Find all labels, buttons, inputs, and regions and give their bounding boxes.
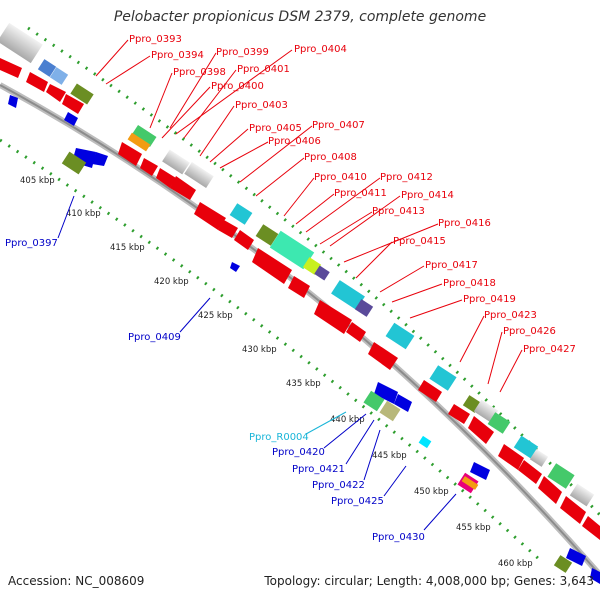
gene-label: Ppro_0414 bbox=[401, 190, 454, 201]
scale-label: 440 kbp bbox=[330, 415, 365, 425]
scale-label: 450 kbp bbox=[414, 487, 449, 497]
gene-label: Ppro_0407 bbox=[312, 120, 365, 131]
gene-label: Ppro_0401 bbox=[237, 64, 290, 75]
gene-label: Ppro_0421 bbox=[292, 464, 345, 475]
accession-text: Accession: NC_008609 bbox=[8, 574, 145, 588]
genome-backbone bbox=[0, 82, 600, 577]
gene-label: Ppro_0415 bbox=[393, 236, 446, 247]
gene-label: Ppro_0406 bbox=[268, 136, 321, 147]
reverse-feature-boxes[interactable] bbox=[61, 151, 573, 573]
genome-summary-text: Topology: circular; Length: 4,008,000 bp… bbox=[264, 574, 594, 588]
gene-label: Ppro_0420 bbox=[272, 447, 325, 458]
rna-label-leader bbox=[305, 411, 347, 435]
scale-label: 455 kbp bbox=[456, 523, 491, 533]
reverse-gene-track[interactable] bbox=[8, 95, 600, 584]
gene-label: Ppro_0417 bbox=[425, 260, 478, 271]
scale-label: 435 kbp bbox=[286, 379, 321, 389]
scale-label: 410 kbp bbox=[66, 209, 101, 219]
gene-label: Ppro_0425 bbox=[331, 496, 384, 507]
scale-labels: 405 kbp 410 kbp 415 kbp 420 kbp 425 kbp … bbox=[20, 176, 533, 569]
gene-label: Ppro_0410 bbox=[314, 172, 367, 183]
gene-label: Ppro_0400 bbox=[211, 81, 264, 92]
forward-gene-track[interactable] bbox=[0, 58, 600, 540]
gene-label: Ppro_0418 bbox=[443, 278, 496, 289]
gene-label: Ppro_0397 bbox=[5, 238, 58, 249]
reverse-gene-labels[interactable]: Ppro_0397 Ppro_0409 Ppro_0420 Ppro_0421 … bbox=[5, 238, 425, 543]
gene-label: Ppro_0399 bbox=[216, 47, 269, 58]
outer-feature-track[interactable] bbox=[0, 22, 595, 507]
gene-label: Ppro_0398 bbox=[173, 67, 226, 78]
gene-label: Ppro_0413 bbox=[372, 206, 425, 217]
gene-label: Ppro_0405 bbox=[249, 123, 302, 134]
map-title: Pelobacter propionicus DSM 2379, complet… bbox=[113, 9, 487, 25]
gene-label: Ppro_0419 bbox=[463, 294, 516, 305]
scale-label: 425 kbp bbox=[198, 311, 233, 321]
reverse-label-leaders bbox=[57, 195, 457, 531]
forward-gene-labels[interactable]: Ppro_0393 Ppro_0394 Ppro_0399 Ppro_0398 … bbox=[129, 34, 576, 355]
gene-label: Ppro_0409 bbox=[128, 332, 181, 343]
scale-label: 460 kbp bbox=[498, 559, 533, 569]
gene-label: Ppro_0416 bbox=[438, 218, 491, 229]
outer-tick-ring bbox=[27, 26, 600, 517]
scale-label: 430 kbp bbox=[242, 345, 277, 355]
gene-label: Ppro_0411 bbox=[334, 188, 387, 199]
gene-label: Ppro_0403 bbox=[235, 100, 288, 111]
gene-label: Ppro_0427 bbox=[523, 344, 576, 355]
gene-label: Ppro_0404 bbox=[294, 44, 347, 55]
gene-label: Ppro_0422 bbox=[312, 480, 365, 491]
gene-label: Ppro_0412 bbox=[380, 172, 433, 183]
forward-label-leaders bbox=[95, 39, 523, 393]
gene-label: Ppro_0423 bbox=[484, 310, 537, 321]
gene-label: Ppro_0408 bbox=[304, 152, 357, 163]
scale-label: 415 kbp bbox=[110, 243, 145, 253]
scale-label: 420 kbp bbox=[154, 277, 189, 287]
rna-gene-label[interactable]: Ppro_R0004 bbox=[249, 432, 309, 443]
gene-label: Ppro_0393 bbox=[129, 34, 182, 45]
scale-label: 405 kbp bbox=[20, 176, 55, 186]
scale-label: 445 kbp bbox=[372, 451, 407, 461]
gene-label: Ppro_0394 bbox=[151, 50, 204, 61]
gene-label: Ppro_0430 bbox=[372, 532, 425, 543]
gene-label: Ppro_0426 bbox=[503, 326, 556, 337]
